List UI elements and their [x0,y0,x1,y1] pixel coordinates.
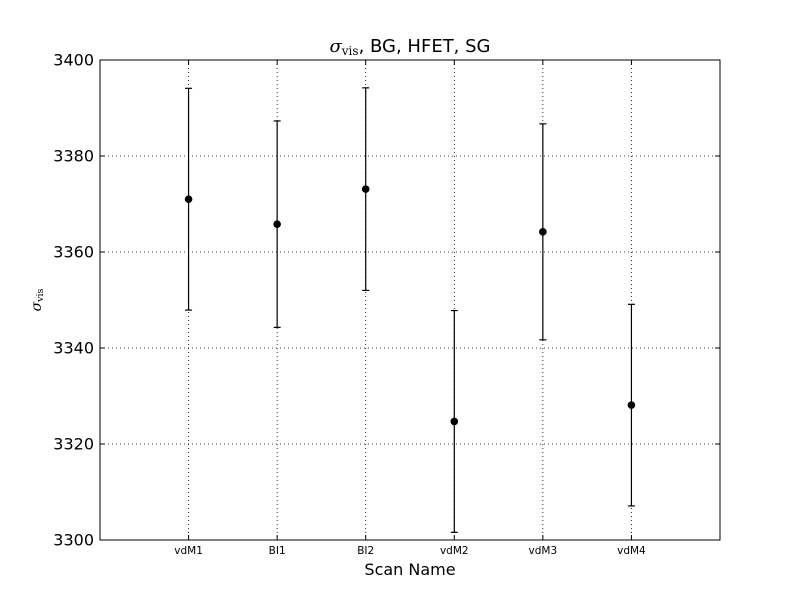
ylabel-sigma-symbol: σ [29,301,45,311]
chart-title: σvis, BG, HFET, SG [329,36,490,58]
y-tick-label: 3400 [53,51,94,70]
y-axis-label: σvis [29,288,46,311]
x-tick-label: BI2 [357,545,374,557]
data-point [450,417,459,426]
y-axis-ticks: 3300 3320 3340 3360 3380 3400 [53,51,720,550]
y-tick-label: 3340 [53,339,94,358]
x-axis-ticks: vdM1 BI1 BI2 vdM2 vdM3 vdM4 [174,60,646,557]
y-tick-label: 3360 [53,243,94,262]
x-tick-label: vdM4 [617,545,646,557]
data-point [539,228,547,236]
data-point [273,220,281,228]
x-tick-label: vdM3 [529,545,558,557]
ylabel-subscript: vis [35,288,46,302]
x-axis-label: Scan Name [364,560,455,579]
y-tick-label: 3320 [53,435,94,454]
x-tick-label: vdM2 [440,545,469,557]
error-bars [185,87,635,533]
grid-lines [100,60,720,540]
y-tick-label: 3300 [53,531,94,550]
title-subscript: vis [341,44,359,58]
data-point [184,195,193,203]
x-tick-label: BI1 [269,545,286,557]
x-tick-label: vdM1 [174,545,203,557]
plot-frame [99,59,721,541]
data-point [627,401,636,409]
data-point [361,185,370,193]
y-tick-label: 3380 [53,147,94,166]
data-points [184,185,636,426]
title-rest: , BG, HFET, SG [359,36,491,57]
title-sigma-symbol: σ [329,36,342,57]
